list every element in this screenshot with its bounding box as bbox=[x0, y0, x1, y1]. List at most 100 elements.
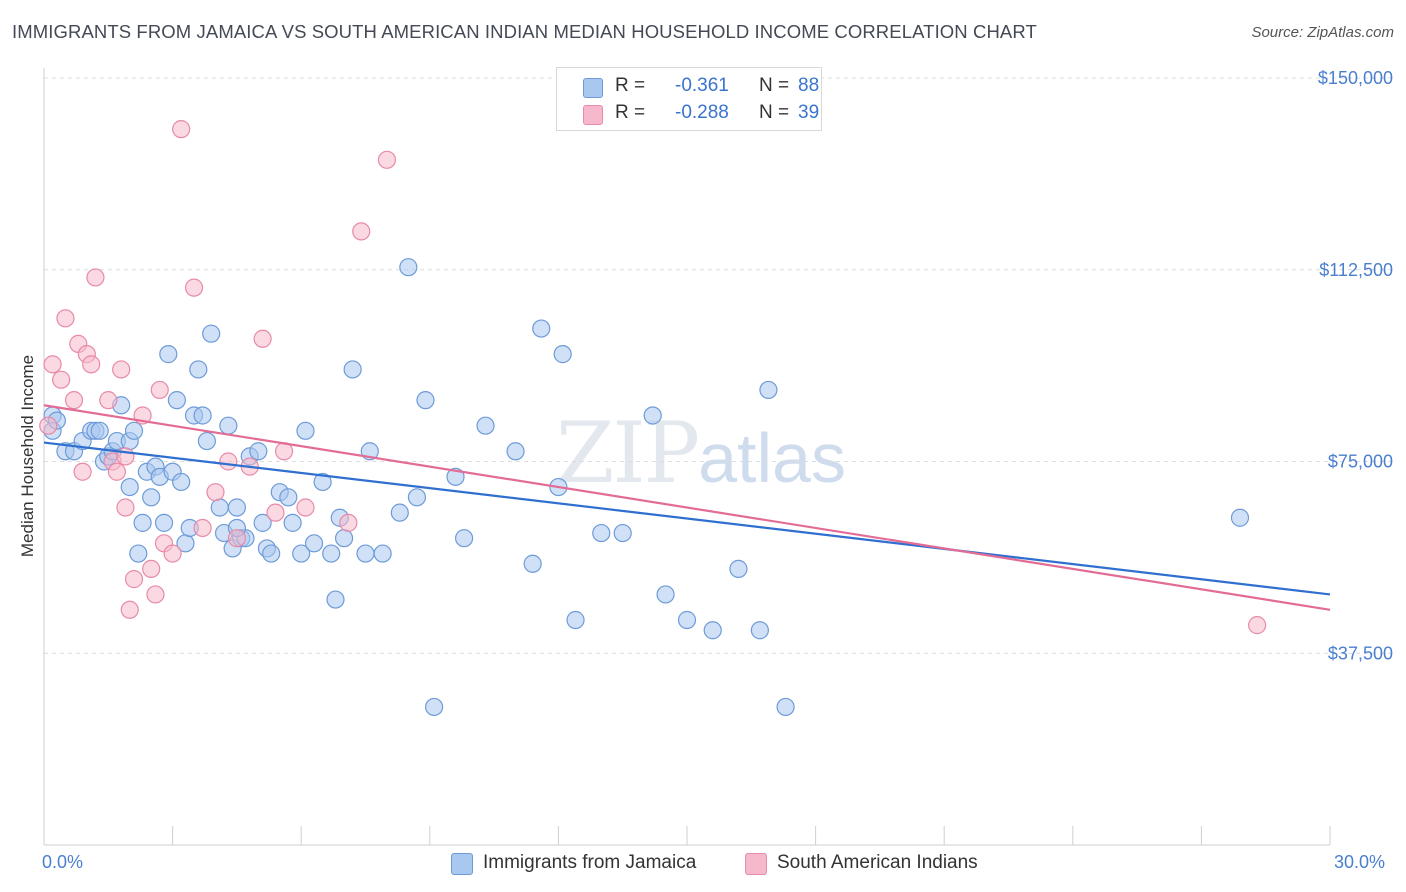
bottom-legend-swatch-south-american-indians bbox=[745, 853, 767, 875]
y-tick-label: $150,000 bbox=[1318, 68, 1393, 88]
jamaica-point bbox=[424, 697, 444, 717]
jamaica-point bbox=[154, 513, 174, 532]
jamaica-point bbox=[592, 523, 611, 543]
x-tick-label-max: 30.0% bbox=[1334, 852, 1386, 872]
jamaica-point bbox=[227, 498, 246, 517]
south-american-indian-point bbox=[296, 498, 315, 517]
south-american-indian-point bbox=[99, 391, 118, 410]
south-american-indian-point bbox=[112, 360, 131, 379]
jamaica-point bbox=[566, 610, 585, 630]
bottom-legend-swatch-jamaica bbox=[451, 853, 473, 875]
jamaica-point bbox=[124, 421, 144, 440]
y-tick-label: $112,500 bbox=[1319, 260, 1393, 280]
legend-r-value: -0.361 bbox=[675, 75, 729, 96]
south-american-indian-point bbox=[86, 268, 105, 287]
jamaica-point bbox=[249, 442, 268, 461]
south-american-indian-point bbox=[184, 278, 204, 297]
legend-swatch-south-american-indians bbox=[583, 105, 603, 125]
watermark-atlas: atlas bbox=[698, 419, 846, 497]
south-american-indian-point bbox=[39, 416, 58, 435]
south-american-indian-point bbox=[219, 452, 238, 471]
south-american-indian-point bbox=[227, 529, 246, 548]
jamaica-point bbox=[193, 406, 212, 425]
south-american-indian-point bbox=[377, 150, 397, 169]
jamaica-point bbox=[129, 544, 148, 563]
south-american-indian-point bbox=[82, 355, 101, 374]
legend-n-value: 39 bbox=[798, 102, 820, 123]
jamaica-point bbox=[334, 529, 354, 548]
jamaica-point bbox=[373, 544, 392, 563]
jamaica-point bbox=[532, 319, 551, 338]
jamaica-point bbox=[304, 534, 324, 553]
jamaica-point bbox=[476, 416, 495, 435]
jamaica-point bbox=[219, 416, 238, 435]
jamaica-point bbox=[313, 472, 332, 492]
jamaica-point bbox=[407, 488, 427, 507]
jamaica-point bbox=[283, 513, 302, 532]
jamaica-point bbox=[656, 585, 675, 604]
south-american-indian-point bbox=[253, 329, 272, 348]
legend-n-value: 88 bbox=[798, 75, 820, 96]
south-american-indian-point bbox=[64, 391, 84, 410]
south-american-indian-point bbox=[43, 355, 62, 374]
chart-title: IMMIGRANTS FROM JAMAICA VS SOUTH AMERICA… bbox=[12, 21, 1037, 42]
jamaica-point bbox=[172, 472, 191, 492]
jamaica-point bbox=[416, 391, 435, 410]
south-american-indian-point bbox=[206, 483, 225, 502]
jamaica-point bbox=[343, 360, 362, 379]
south-american-indian-point bbox=[193, 518, 212, 538]
jamaica-point bbox=[90, 421, 109, 440]
south-american-indian-point bbox=[172, 120, 191, 139]
legend: R = -0.361 N = 88 R = -0.288 N = 39 bbox=[556, 67, 822, 131]
jamaica-point bbox=[729, 559, 748, 578]
watermark-zip: ZIP bbox=[556, 404, 700, 502]
jamaica-point bbox=[506, 442, 525, 461]
jamaica-point bbox=[262, 544, 281, 563]
south-american-indian-point bbox=[107, 462, 126, 481]
jamaica-point bbox=[120, 477, 139, 497]
south-american-indian-point bbox=[146, 585, 165, 604]
jamaica-point bbox=[202, 324, 221, 343]
jamaica-point bbox=[322, 544, 341, 563]
south-american-indian-point bbox=[339, 513, 358, 532]
jamaica-point bbox=[454, 529, 474, 548]
jamaica-point bbox=[189, 360, 208, 379]
south-american-indian-point bbox=[142, 559, 161, 578]
jamaica-point bbox=[759, 380, 778, 400]
jamaica-point bbox=[553, 345, 572, 364]
legend-r-value: -0.288 bbox=[675, 102, 729, 123]
y-tick-label: $75,000 bbox=[1328, 452, 1393, 472]
south-american-indian-point bbox=[116, 498, 135, 517]
jamaica-point bbox=[703, 621, 722, 640]
jamaica-point bbox=[677, 610, 697, 630]
jamaica-point bbox=[1230, 508, 1250, 527]
jamaica-point bbox=[296, 421, 315, 440]
jamaica-point bbox=[390, 503, 409, 522]
legend-n-label: N = bbox=[759, 102, 790, 123]
jamaica-point bbox=[142, 488, 161, 507]
bottom-legend-label: Immigrants from Jamaica bbox=[483, 852, 697, 873]
jamaica-point bbox=[643, 406, 662, 425]
south-american-indian-point bbox=[163, 544, 182, 563]
jamaica-point bbox=[399, 258, 418, 277]
south-american-indian-point bbox=[1248, 616, 1267, 635]
jamaica-point bbox=[326, 590, 345, 609]
bottom-legend-label: South American Indians bbox=[777, 852, 978, 873]
jamaica-point bbox=[210, 498, 229, 517]
legend-r-label: R = bbox=[615, 102, 646, 123]
south-american-indian-point bbox=[266, 503, 285, 522]
jamaica-point bbox=[446, 467, 465, 486]
watermark: ZIPatlas bbox=[556, 404, 846, 502]
jamaica-point bbox=[167, 391, 186, 410]
legend-r-label: R = bbox=[615, 75, 646, 96]
south-american-indian-point bbox=[120, 600, 139, 619]
south-american-indian-point bbox=[56, 309, 75, 328]
jamaica-point bbox=[253, 513, 272, 532]
jamaica-point bbox=[356, 544, 375, 563]
jamaica-point bbox=[523, 554, 542, 573]
source-label: Source: ZipAtlas.com bbox=[1251, 24, 1394, 41]
jamaica-point bbox=[613, 523, 632, 543]
jamaica-point bbox=[197, 431, 216, 451]
south-american-indian-point bbox=[352, 222, 371, 241]
